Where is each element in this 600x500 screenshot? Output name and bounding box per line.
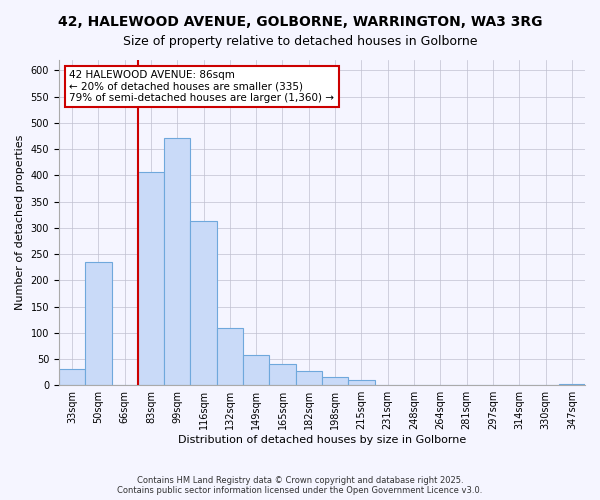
Text: Size of property relative to detached houses in Golborne: Size of property relative to detached ho…	[123, 35, 477, 48]
Text: 42, HALEWOOD AVENUE, GOLBORNE, WARRINGTON, WA3 3RG: 42, HALEWOOD AVENUE, GOLBORNE, WARRINGTO…	[58, 15, 542, 29]
Bar	[59, 370, 85, 385]
Bar	[243, 356, 269, 385]
Bar	[164, 138, 190, 385]
Bar	[217, 328, 243, 385]
Bar	[269, 364, 296, 385]
Bar	[190, 221, 217, 385]
Text: Contains HM Land Registry data © Crown copyright and database right 2025.
Contai: Contains HM Land Registry data © Crown c…	[118, 476, 482, 495]
X-axis label: Distribution of detached houses by size in Golborne: Distribution of detached houses by size …	[178, 435, 466, 445]
Bar	[138, 172, 164, 385]
Bar	[296, 371, 322, 385]
Bar	[348, 380, 374, 385]
Bar	[559, 384, 585, 385]
Bar	[322, 378, 348, 385]
Text: 42 HALEWOOD AVENUE: 86sqm
← 20% of detached houses are smaller (335)
79% of semi: 42 HALEWOOD AVENUE: 86sqm ← 20% of detac…	[70, 70, 334, 103]
Y-axis label: Number of detached properties: Number of detached properties	[15, 135, 25, 310]
Bar	[85, 262, 112, 385]
